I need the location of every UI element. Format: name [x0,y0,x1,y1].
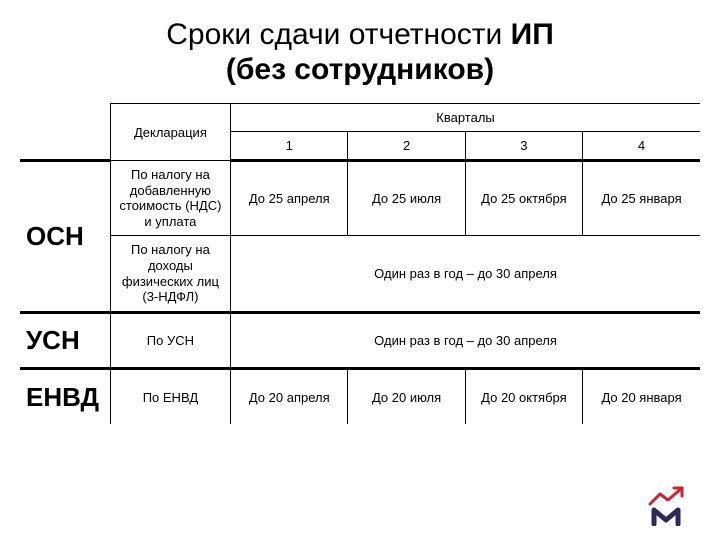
logo-icon [648,486,692,526]
cell-vat-q1: До 25 апреля [231,161,348,236]
empty-cell [20,132,110,161]
cell-usn-merged: Один раз в год – до 30 апреля [231,312,700,368]
cell-envd-q1: До 20 апреля [231,368,348,424]
header-q2: 2 [348,132,465,161]
cell-vat-q4: До 25 января [583,161,700,236]
cell-usn-label: По УСН [110,312,230,368]
header-q4: 4 [583,132,700,161]
title-bold-1: ИП [511,18,554,51]
title-bold-2: (без сотрудников) [226,53,494,86]
header-quarters: Кварталы [231,104,700,132]
header-declaration: Декларация [110,104,230,161]
table-header-row-1: Декларация Кварталы [20,104,700,132]
empty-cell [20,104,110,132]
system-osn: ОСН [20,161,110,313]
header-q3: 3 [465,132,582,161]
cell-envd-q3: До 20 октября [465,368,582,424]
cell-ndfl-merged: Один раз в год – до 30 апреля [231,236,700,312]
cell-vat-label: По налогу на добавленную стоимость (НДС)… [110,161,230,236]
row-ndfl: По налогу на доходы физических лиц (3-НД… [20,236,700,312]
cell-envd-label: По ЕНВД [110,368,230,424]
cell-envd-q2: До 20 июля [348,368,465,424]
row-usn: УСН По УСН Один раз в год – до 30 апреля [20,312,700,368]
title-text-1: Сроки сдачи отчетности [166,18,510,51]
deadlines-table: Декларация Кварталы 1 2 3 4 ОСН По налог… [20,103,700,424]
cell-vat-q2: До 25 июля [348,161,465,236]
page-title: Сроки сдачи отчетности ИП (без сотрудник… [0,0,720,91]
row-vat: ОСН По налогу на добавленную стоимость (… [20,161,700,236]
system-envd: ЕНВД [20,368,110,424]
cell-envd-q4: До 20 января [583,368,700,424]
cell-vat-q3: До 25 октября [465,161,582,236]
row-envd: ЕНВД По ЕНВД До 20 апреля До 20 июля До … [20,368,700,424]
header-q1: 1 [231,132,348,161]
system-usn: УСН [20,312,110,368]
cell-ndfl-label: По налогу на доходы физических лиц (3-НД… [110,236,230,312]
logo [648,486,692,526]
